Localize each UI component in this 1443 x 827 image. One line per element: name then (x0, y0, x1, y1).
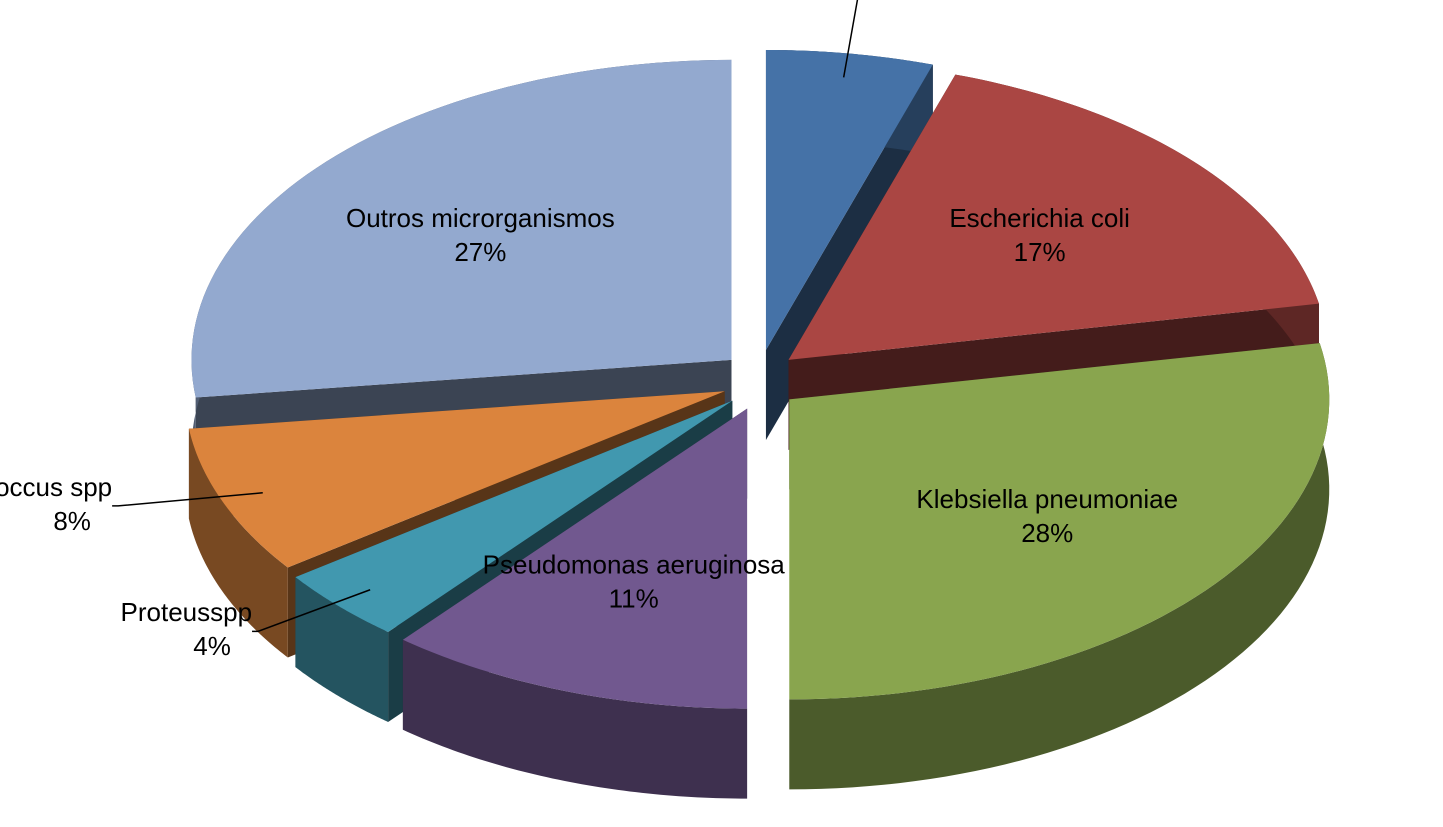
slice-label: Klebsiella pneumoniae (916, 484, 1178, 514)
slice-value-label: 17% (1014, 237, 1066, 267)
slice-rim (188, 428, 288, 658)
slice-value-label: 27% (454, 237, 506, 267)
slice-value-label: 28% (1021, 518, 1073, 548)
slice (188, 391, 725, 568)
slice-label: Escherichia coli (949, 203, 1130, 233)
slice-group (789, 343, 1330, 790)
slice-rim (402, 639, 748, 799)
slice (789, 343, 1330, 700)
slice-value-label: 4% (193, 631, 231, 661)
leader-line (842, 0, 859, 78)
slice-group (402, 408, 748, 799)
slice-label: Proteusspp (121, 597, 253, 627)
slice (191, 59, 732, 398)
slice (765, 49, 933, 350)
leader-line (252, 589, 371, 633)
slice-label: Outros microrganismos (346, 203, 615, 233)
slice-label: Pseudomonas aeruginosa (483, 549, 786, 579)
slice (788, 74, 1319, 360)
slice (402, 408, 748, 709)
slice-rim (295, 577, 389, 722)
slice-value-label: 11% (609, 583, 659, 613)
slice-rim (789, 343, 1330, 790)
slice-value-label: 8% (53, 506, 91, 536)
leader-line (112, 492, 263, 507)
slice-label: Enterococcus spp (0, 472, 112, 502)
slice (295, 400, 733, 632)
